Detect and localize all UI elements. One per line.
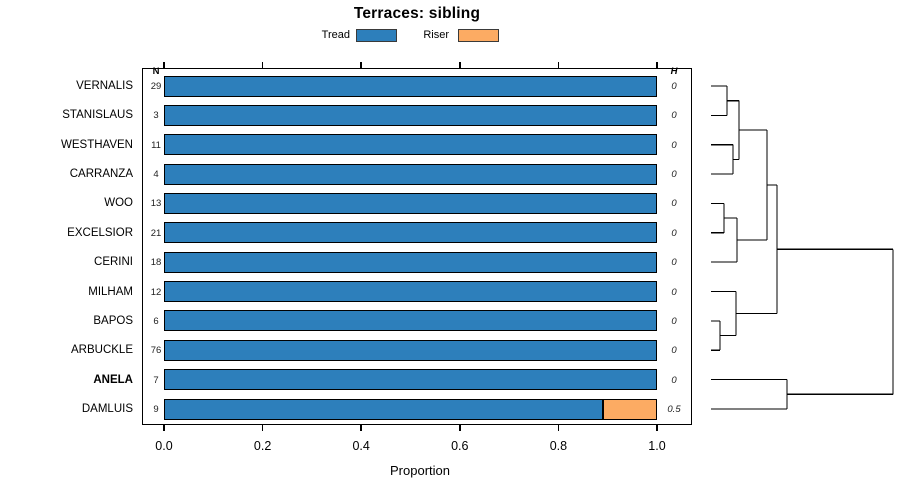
category-label-arbuckle: ARBUCKLE — [71, 344, 133, 357]
h-value: 0 — [671, 139, 677, 151]
category-label-vernalis: VERNALIS — [76, 80, 133, 92]
n-value: 29 — [150, 81, 162, 92]
bar-segment-tread-vernalis — [164, 75, 657, 97]
bar-segment-tread-stanislaus — [164, 104, 657, 126]
h-value: 0 — [671, 374, 677, 386]
bar-segment-tread-anela — [164, 369, 657, 391]
axis-tick-label: 0.2 — [253, 439, 272, 453]
category-label-woo: WOO — [104, 197, 133, 210]
legend-label-riser: Riser — [423, 29, 449, 41]
axis-tick-label: 0.4 — [352, 439, 370, 453]
chart-title: Terraces: sibling — [353, 5, 481, 22]
bar-segment-tread-arbuckle — [164, 339, 657, 361]
axis-tick — [557, 425, 560, 431]
bar-segment-tread-damluis — [164, 398, 603, 420]
axis-tick — [656, 425, 658, 431]
bar-segment-tread-cerini — [164, 251, 657, 273]
n-value: 12 — [150, 286, 162, 298]
bar-segment-tread-excelsior — [164, 222, 657, 244]
category-label-excelsior: EXCELSIOR — [67, 226, 133, 239]
legend-swatch-tread — [356, 29, 397, 42]
bar-segment-tread-milham — [164, 281, 657, 303]
axis-tick-label: 1.0 — [648, 439, 666, 453]
axis-tick-label: 0.8 — [549, 439, 568, 453]
category-label-westhaven: WESTHAVEN — [61, 138, 133, 151]
h-value: 0 — [671, 169, 677, 181]
axis-tick — [261, 425, 264, 431]
axis-tick — [163, 425, 165, 431]
axis-tick — [459, 62, 461, 68]
n-value: 76 — [150, 345, 162, 357]
n-value: 6 — [153, 315, 159, 327]
legend-label-tread: Tread — [321, 29, 350, 41]
x-axis-title: Proportion — [390, 463, 450, 478]
axis-tick — [557, 62, 560, 68]
h-value: 0 — [671, 257, 677, 269]
axis-tick-label: 0.6 — [451, 439, 469, 453]
n-value: 4 — [153, 169, 159, 181]
legend-swatch-riser — [458, 29, 499, 42]
category-label-milham: MILHAM — [88, 285, 133, 298]
category-label-anela: ANELA — [93, 373, 133, 386]
n-value: 18 — [150, 257, 162, 269]
n-value: 11 — [151, 139, 161, 151]
h-value: 0 — [671, 286, 677, 298]
category-label-damluis: DAMLUIS — [81, 403, 133, 415]
n-value: 13 — [150, 198, 162, 210]
axis-tick-label: 0.0 — [155, 439, 173, 453]
category-label-bapos: BAPOS — [93, 314, 133, 327]
n-value: 9 — [153, 404, 159, 415]
n-value: 7 — [153, 374, 159, 386]
h-value: 0 — [671, 315, 677, 327]
bar-segment-tread-westhaven — [164, 134, 657, 156]
h-value: 0 — [671, 227, 677, 239]
axis-tick — [459, 425, 461, 431]
axis-tick — [656, 62, 658, 68]
axis-tick — [261, 62, 264, 68]
axis-tick — [360, 62, 362, 68]
h-value: 0 — [671, 198, 677, 210]
h-column-header: H — [670, 66, 678, 77]
axis-tick — [163, 62, 165, 68]
h-value: 0 — [671, 345, 677, 357]
bar-segment-riser-damluis — [602, 398, 657, 420]
bar-segment-tread-woo — [164, 192, 657, 214]
h-value: 0 — [671, 110, 677, 122]
axis-tick — [360, 425, 362, 431]
category-label-carranza: CARRANZA — [69, 168, 133, 181]
bar-segment-tread-bapos — [164, 310, 657, 332]
n-column-header: N — [152, 66, 160, 77]
category-label-stanislaus: STANISLAUS — [62, 109, 133, 122]
n-value: 21 — [150, 227, 162, 239]
category-label-cerini: CERINI — [94, 256, 133, 269]
plot-area-border — [142, 68, 692, 425]
h-value: 0 — [671, 81, 677, 92]
bar-segment-tread-carranza — [164, 163, 657, 185]
h-value: 0.5 — [667, 404, 681, 415]
n-value: 3 — [153, 110, 159, 122]
dendrogram — [711, 85, 894, 410]
